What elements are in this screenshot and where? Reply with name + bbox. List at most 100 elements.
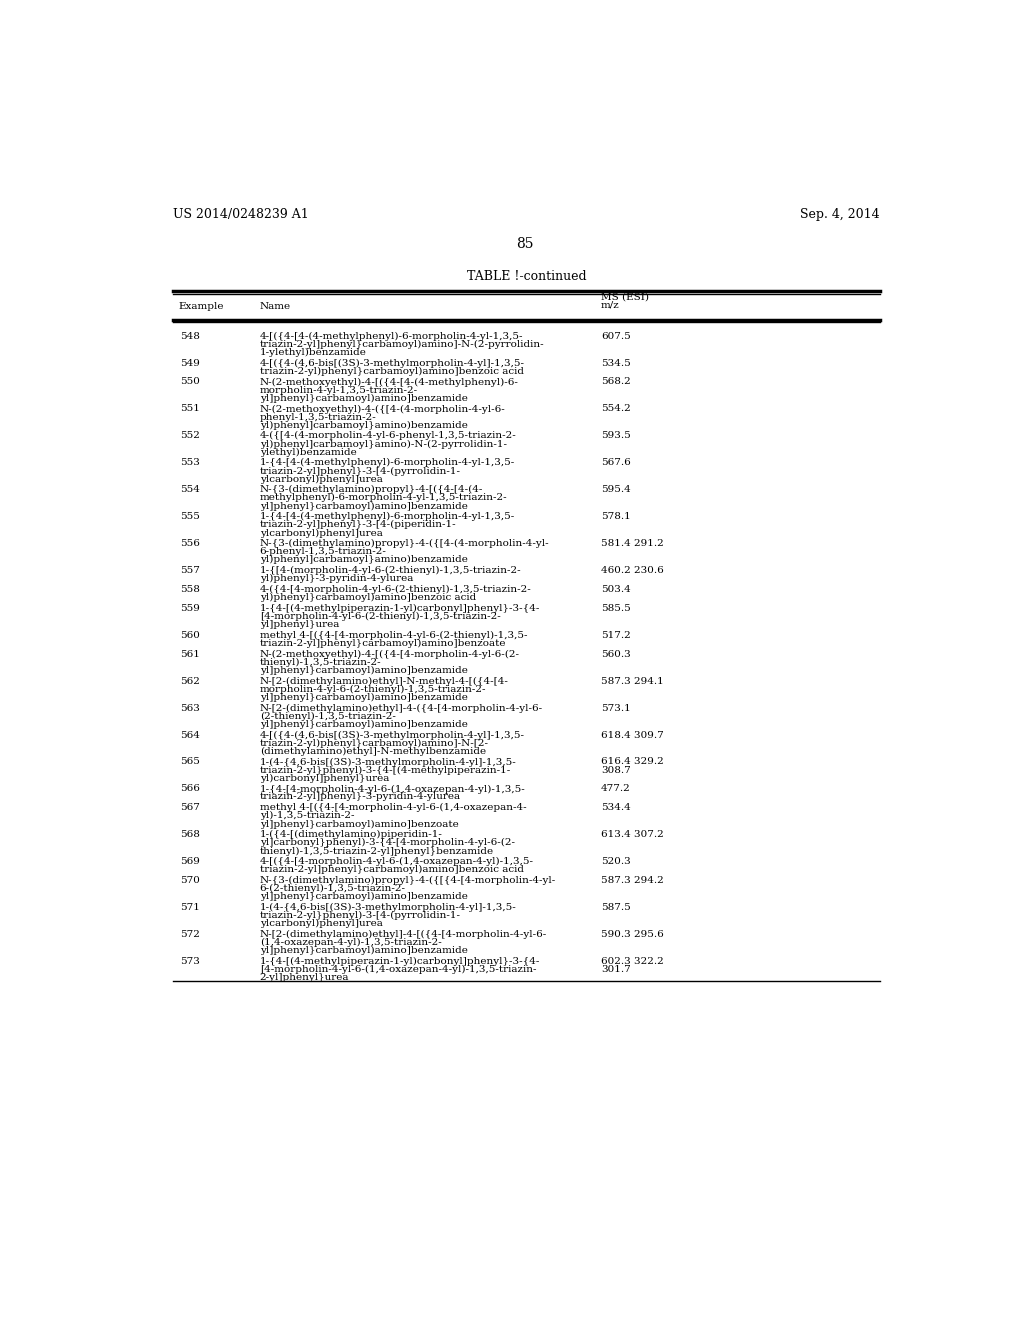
Text: 1-(4-{4,6-bis[(3S)-3-methylmorpholin-4-yl]-1,3,5-: 1-(4-{4,6-bis[(3S)-3-methylmorpholin-4-y…: [260, 758, 516, 767]
Text: 308.7: 308.7: [601, 766, 631, 775]
Text: yl]carbonyl}phenyl)-3-{4-[4-morpholin-4-yl-6-(2-: yl]carbonyl}phenyl)-3-{4-[4-morpholin-4-…: [260, 838, 515, 847]
Text: 1-{4-[4-morpholin-4-yl-6-(1,4-oxazepan-4-yl)-1,3,5-: 1-{4-[4-morpholin-4-yl-6-(1,4-oxazepan-4…: [260, 784, 525, 793]
Text: 534.4: 534.4: [601, 804, 631, 812]
Text: 520.3: 520.3: [601, 857, 631, 866]
Text: 613.4 307.2: 613.4 307.2: [601, 830, 664, 840]
Text: 568: 568: [180, 830, 200, 840]
Text: methyl 4-[({4-[4-morpholin-4-yl-6-(2-thienyl)-1,3,5-: methyl 4-[({4-[4-morpholin-4-yl-6-(2-thi…: [260, 631, 527, 640]
Text: yl]phenyl}carbamoyl)amino]benzamide: yl]phenyl}carbamoyl)amino]benzamide: [260, 892, 468, 902]
Text: Name: Name: [260, 302, 291, 312]
Text: 585.5: 585.5: [601, 603, 631, 612]
Text: N-{3-(dimethylamino)propyl}-4-[({4-[4-(4-: N-{3-(dimethylamino)propyl}-4-[({4-[4-(4…: [260, 486, 483, 495]
Text: 607.5: 607.5: [601, 331, 631, 341]
Text: 572: 572: [180, 929, 200, 939]
Text: 562: 562: [180, 677, 200, 685]
Text: 587.3 294.2: 587.3 294.2: [601, 876, 664, 884]
Text: 573: 573: [180, 957, 200, 966]
Text: 4-[({4-(4,6-bis[(3S)-3-methylmorpholin-4-yl]-1,3,5-: 4-[({4-(4,6-bis[(3S)-3-methylmorpholin-4…: [260, 730, 524, 739]
Text: N-(2-methoxyethyl)-4-[({4-[4-morpholin-4-yl-6-(2-: N-(2-methoxyethyl)-4-[({4-[4-morpholin-4…: [260, 649, 520, 659]
Text: 551: 551: [180, 404, 200, 413]
Text: 561: 561: [180, 649, 200, 659]
Text: yl]phenyl}carbamoyl)amino]benzamide: yl]phenyl}carbamoyl)amino]benzamide: [260, 665, 468, 675]
Text: 503.4: 503.4: [601, 585, 631, 594]
Text: 560.3: 560.3: [601, 649, 631, 659]
Text: 568.2: 568.2: [601, 378, 631, 387]
Text: yl]phenyl}carbamoyl)amino]benzoate: yl]phenyl}carbamoyl)amino]benzoate: [260, 820, 459, 829]
Text: (1,4-oxazepan-4-yl)-1,3,5-triazin-2-: (1,4-oxazepan-4-yl)-1,3,5-triazin-2-: [260, 939, 441, 948]
Text: [4-morpholin-4-yl-6-(2-thienyl)-1,3,5-triazin-2-: [4-morpholin-4-yl-6-(2-thienyl)-1,3,5-tr…: [260, 612, 501, 620]
Text: 590.3 295.6: 590.3 295.6: [601, 929, 664, 939]
Text: 567: 567: [180, 804, 200, 812]
Text: 593.5: 593.5: [601, 432, 631, 441]
Text: triazin-2-yl]phenyl}-3-[4-(pyrrolidin-1-: triazin-2-yl]phenyl}-3-[4-(pyrrolidin-1-: [260, 466, 461, 475]
Text: ylcarbonyl)phenyl]urea: ylcarbonyl)phenyl]urea: [260, 919, 383, 928]
Text: 1-ylethyl)benzamide: 1-ylethyl)benzamide: [260, 348, 367, 356]
Text: N-(2-methoxyethyl)-4-({[4-(4-morpholin-4-yl-6-: N-(2-methoxyethyl)-4-({[4-(4-morpholin-4…: [260, 404, 506, 413]
Text: 587.3 294.1: 587.3 294.1: [601, 677, 664, 685]
Text: yl)phenyl}-3-pyridin-4-ylurea: yl)phenyl}-3-pyridin-4-ylurea: [260, 574, 413, 583]
Text: 4-[({4-[4-(4-methylphenyl)-6-morpholin-4-yl-1,3,5-: 4-[({4-[4-(4-methylphenyl)-6-morpholin-4…: [260, 331, 523, 341]
Text: N-{3-(dimethylamino)propyl}-4-({[{4-[4-morpholin-4-yl-: N-{3-(dimethylamino)propyl}-4-({[{4-[4-m…: [260, 876, 556, 886]
Text: triazin-2-yl]phenyl}carbamoyl)amino]benzoic acid: triazin-2-yl]phenyl}carbamoyl)amino]benz…: [260, 866, 523, 874]
Text: 618.4 309.7: 618.4 309.7: [601, 730, 664, 739]
Text: [4-morpholin-4-yl-6-(1,4-oxazepan-4-yl)-1,3,5-triazin-: [4-morpholin-4-yl-6-(1,4-oxazepan-4-yl)-…: [260, 965, 537, 974]
Text: 602.3 322.2: 602.3 322.2: [601, 957, 664, 966]
Text: 517.2: 517.2: [601, 631, 631, 640]
Text: 1-{4-[(4-methylpiperazin-1-yl)carbonyl]phenyl}-3-{4-: 1-{4-[(4-methylpiperazin-1-yl)carbonyl]p…: [260, 603, 540, 612]
Text: ylethyl)benzamide: ylethyl)benzamide: [260, 447, 356, 457]
Text: Example: Example: [178, 302, 224, 312]
Text: (2-thienyl)-1,3,5-triazin-2-: (2-thienyl)-1,3,5-triazin-2-: [260, 711, 395, 721]
Text: 564: 564: [180, 730, 200, 739]
Text: TABLE !-continued: TABLE !-continued: [467, 271, 586, 282]
Text: 563: 563: [180, 704, 200, 713]
Text: 477.2: 477.2: [601, 784, 631, 793]
Text: 1-{[4-(morpholin-4-yl-6-(2-thienyl)-1,3,5-triazin-2-: 1-{[4-(morpholin-4-yl-6-(2-thienyl)-1,3,…: [260, 566, 521, 576]
Text: triazin-2-yl]phenyl}carbamoyl)amino]-N-(2-pyrrolidin-: triazin-2-yl]phenyl}carbamoyl)amino]-N-(…: [260, 339, 545, 348]
Text: 534.5: 534.5: [601, 359, 631, 367]
Text: morpholin-4-yl-6-(2-thienyl)-1,3,5-triazin-2-: morpholin-4-yl-6-(2-thienyl)-1,3,5-triaz…: [260, 685, 486, 694]
Text: US 2014/0248239 A1: US 2014/0248239 A1: [173, 209, 308, 222]
Text: MS (ESI): MS (ESI): [601, 293, 649, 301]
Text: 1-{4-[(4-methylpiperazin-1-yl)carbonyl]phenyl}-3-{4-: 1-{4-[(4-methylpiperazin-1-yl)carbonyl]p…: [260, 957, 540, 966]
Text: 4-[({4-(4,6-bis[(3S)-3-methylmorpholin-4-yl]-1,3,5-: 4-[({4-(4,6-bis[(3S)-3-methylmorpholin-4…: [260, 359, 524, 368]
Text: yl)phenyl]carbamoyl}amino)benzamide: yl)phenyl]carbamoyl}amino)benzamide: [260, 421, 468, 430]
Text: 1-{4-[4-(4-methylphenyl)-6-morpholin-4-yl-1,3,5-: 1-{4-[4-(4-methylphenyl)-6-morpholin-4-y…: [260, 512, 515, 521]
Text: methylphenyl)-6-morpholin-4-yl-1,3,5-triazin-2-: methylphenyl)-6-morpholin-4-yl-1,3,5-tri…: [260, 494, 507, 503]
Text: 301.7: 301.7: [601, 965, 631, 974]
Text: 581.4 291.2: 581.4 291.2: [601, 539, 664, 548]
Text: thienyl)-1,3,5-triazin-2-: thienyl)-1,3,5-triazin-2-: [260, 657, 381, 667]
Text: yl]phenyl}carbamoyl)amino]benzamide: yl]phenyl}carbamoyl)amino]benzamide: [260, 693, 468, 702]
Text: 4-({4-[4-morpholin-4-yl-6-(2-thienyl)-1,3,5-triazin-2-: 4-({4-[4-morpholin-4-yl-6-(2-thienyl)-1,…: [260, 585, 531, 594]
Text: 560: 560: [180, 631, 200, 640]
Text: 557: 557: [180, 566, 200, 576]
Text: 616.4 329.2: 616.4 329.2: [601, 758, 664, 767]
Text: 595.4: 595.4: [601, 486, 631, 494]
Text: yl]phenyl}carbamoyl)amino]benzamide: yl]phenyl}carbamoyl)amino]benzamide: [260, 946, 468, 956]
Text: phenyl-1,3,5-triazin-2-: phenyl-1,3,5-triazin-2-: [260, 412, 377, 421]
Text: m/z: m/z: [601, 301, 620, 310]
Text: (dimethylamino)ethyl]-N-methylbenzamide: (dimethylamino)ethyl]-N-methylbenzamide: [260, 747, 485, 756]
Text: triazin-2-yl}phenyl)-3-{4-[(4-methylpiperazin-1-: triazin-2-yl}phenyl)-3-{4-[(4-methylpipe…: [260, 766, 511, 775]
Text: triazin-2-yl)phenyl}carbamoyl)amino]benzoic acid: triazin-2-yl)phenyl}carbamoyl)amino]benz…: [260, 367, 523, 376]
Text: 566: 566: [180, 784, 200, 793]
Text: 565: 565: [180, 758, 200, 767]
Text: 555: 555: [180, 512, 200, 521]
Text: 548: 548: [180, 331, 200, 341]
Text: ylcarbonyl)phenyl]urea: ylcarbonyl)phenyl]urea: [260, 528, 383, 537]
Text: 6-(2-thienyl)-1,3,5-triazin-2-: 6-(2-thienyl)-1,3,5-triazin-2-: [260, 884, 406, 894]
Text: triazin-2-yl]phenyl}-3-[4-(piperidin-1-: triazin-2-yl]phenyl}-3-[4-(piperidin-1-: [260, 520, 457, 529]
Text: yl]phenyl}urea: yl]phenyl}urea: [260, 620, 339, 630]
Text: 553: 553: [180, 458, 200, 467]
Text: 4-({[4-(4-morpholin-4-yl-6-phenyl-1,3,5-triazin-2-: 4-({[4-(4-morpholin-4-yl-6-phenyl-1,3,5-…: [260, 432, 516, 441]
Text: 549: 549: [180, 359, 200, 367]
Text: 556: 556: [180, 539, 200, 548]
Text: 550: 550: [180, 378, 200, 387]
Text: 1-({4-[(dimethylamino)piperidin-1-: 1-({4-[(dimethylamino)piperidin-1-: [260, 830, 442, 840]
Text: ylcarbonyl)phenyl]urea: ylcarbonyl)phenyl]urea: [260, 474, 383, 483]
Text: 587.5: 587.5: [601, 903, 631, 912]
Text: N-[2-(dimethylamino)ethyl]-4-[({4-[4-morpholin-4-yl-6-: N-[2-(dimethylamino)ethyl]-4-[({4-[4-mor…: [260, 929, 547, 939]
Text: 570: 570: [180, 876, 200, 884]
Text: N-[2-(dimethylamino)ethyl]-N-methyl-4-[({4-[4-: N-[2-(dimethylamino)ethyl]-N-methyl-4-[(…: [260, 677, 509, 685]
Text: N-(2-methoxyethyl)-4-[({4-[4-(4-methylphenyl)-6-: N-(2-methoxyethyl)-4-[({4-[4-(4-methylph…: [260, 378, 518, 387]
Text: yl)phenyl]carbamoyl}amino)benzamide: yl)phenyl]carbamoyl}amino)benzamide: [260, 556, 468, 565]
